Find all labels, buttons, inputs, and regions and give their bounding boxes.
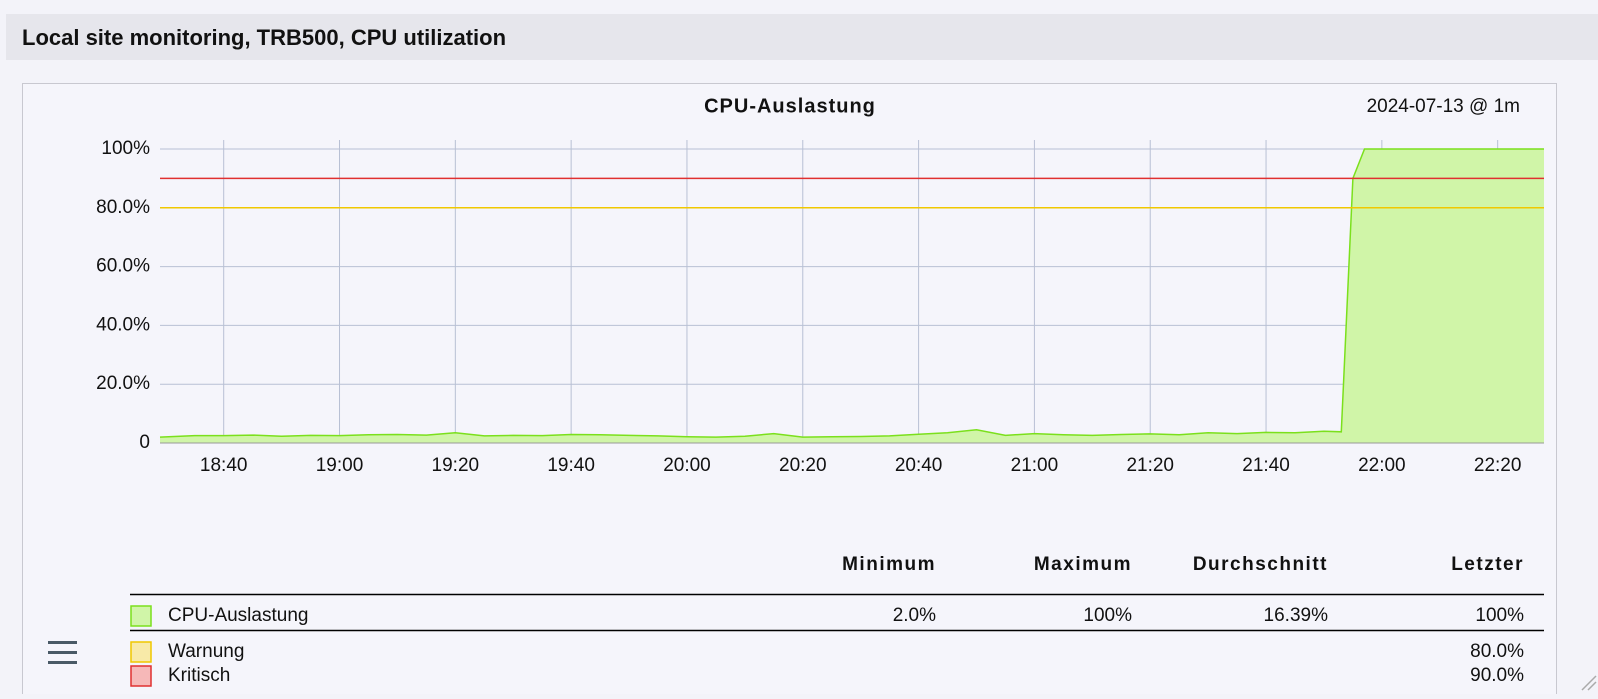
y-tick-label: 20.0% bbox=[96, 373, 150, 394]
legend-swatch bbox=[130, 605, 152, 627]
resize-handle[interactable] bbox=[1581, 675, 1597, 691]
menu-icon[interactable] bbox=[48, 641, 77, 664]
y-tick-label: 0 bbox=[139, 432, 150, 453]
legend-value: 80.0% bbox=[1470, 641, 1524, 662]
menu-bar bbox=[48, 661, 77, 664]
y-tick-label: 80.0% bbox=[96, 197, 150, 218]
x-tick-label: 20:00 bbox=[663, 455, 711, 476]
x-tick-label: 21:20 bbox=[1126, 455, 1174, 476]
panel bbox=[22, 83, 1557, 699]
header-bar bbox=[6, 14, 1598, 60]
menu-bar bbox=[48, 641, 77, 644]
legend-value: 16.39% bbox=[1264, 605, 1329, 626]
y-tick-label: 60.0% bbox=[96, 256, 150, 277]
legend-name: CPU-Auslastung bbox=[168, 605, 308, 626]
legend-column-header: Letzter bbox=[1451, 554, 1524, 575]
legend-name: Warnung bbox=[168, 641, 244, 662]
x-tick-label: 18:40 bbox=[200, 455, 248, 476]
area-line bbox=[159, 148, 1544, 438]
chart-title: CPU-Auslastung bbox=[704, 95, 876, 117]
x-tick-label: 19:40 bbox=[547, 455, 595, 476]
legend-swatch bbox=[130, 641, 152, 663]
legend-name: Kritisch bbox=[168, 665, 230, 686]
legend-column-header: Durchschnitt bbox=[1193, 554, 1328, 575]
y-tick-label: 40.0% bbox=[96, 314, 150, 335]
x-tick-label: 21:00 bbox=[1011, 455, 1059, 476]
x-tick-label: 20:20 bbox=[779, 455, 827, 476]
y-tick-label: 100% bbox=[101, 138, 150, 159]
x-tick-label: 19:00 bbox=[316, 455, 364, 476]
x-tick-label: 19:20 bbox=[432, 455, 480, 476]
x-tick-label: 21:40 bbox=[1242, 455, 1290, 476]
legend-swatch bbox=[130, 665, 152, 687]
legend-value: 100% bbox=[1083, 605, 1132, 626]
legend-column-header: Minimum bbox=[842, 554, 936, 575]
x-tick-label: 22:00 bbox=[1358, 455, 1406, 476]
legend-value: 100% bbox=[1475, 605, 1524, 626]
x-tick-label: 22:20 bbox=[1474, 455, 1522, 476]
menu-bar bbox=[48, 651, 77, 654]
chart-subtitle: 2024-07-13 @ 1m bbox=[1367, 96, 1520, 117]
legend-column-header: Maximum bbox=[1034, 554, 1132, 575]
legend-value: 90.0% bbox=[1470, 665, 1524, 686]
legend-value: 2.0% bbox=[893, 605, 936, 626]
x-tick-label: 20:40 bbox=[895, 455, 943, 476]
header-title: Local site monitoring, TRB500, CPU utili… bbox=[22, 25, 506, 50]
